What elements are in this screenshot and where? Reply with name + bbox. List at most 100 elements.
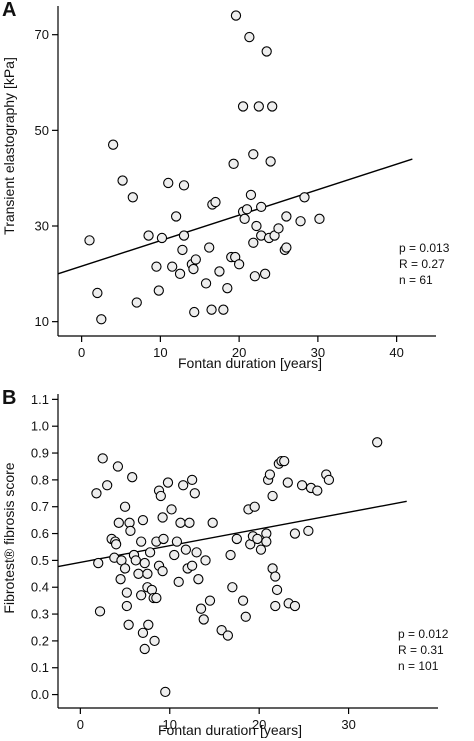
panel-b-stat-n: n = 101 [398, 659, 439, 673]
panel-a-chart: A Fontan duration [years] Transient elas… [1, 0, 450, 371]
panel-a-data-point [170, 211, 182, 222]
panel-b-data-point [112, 461, 124, 472]
panel-a-data-point [314, 213, 325, 224]
panel-a-data-point [249, 271, 261, 282]
panel-a-data-point [178, 180, 190, 191]
panel-b-data-point [139, 557, 150, 569]
panel-a-data-point [127, 192, 138, 203]
panel-a-stat-p: p = 0.013 [399, 241, 450, 255]
panel-b-y-tick-label: 0.0 [31, 687, 49, 702]
panel-a-data-point [177, 244, 188, 256]
panel-b-data-point [97, 453, 108, 464]
panel-a-data-point [167, 261, 178, 272]
panel-a-data-point [256, 201, 267, 213]
panel-b-data-point [303, 525, 314, 537]
panel-b-data-point [142, 568, 153, 579]
panel-a-x-tick-label: 10 [153, 345, 167, 360]
panel-b-data-point [264, 469, 276, 480]
panel-b-data-point [267, 490, 278, 502]
panel-a-y-tick-label: 30 [35, 219, 49, 234]
panel-b-data-point [113, 517, 124, 528]
panel-b-data-point [121, 587, 132, 598]
panel-b-data-point [279, 455, 290, 467]
panel-b-x-tick-label: 30 [341, 717, 355, 732]
panel-a-data-point [96, 314, 107, 325]
panel-b-data-point [186, 474, 198, 486]
panel-b-y-tick-label: 0.5 [31, 553, 49, 568]
panel-b-data-point [180, 544, 192, 555]
panel-b-data-point [195, 603, 207, 614]
panel-b-x-tick-label: 0 [77, 717, 84, 732]
panel-b-data-point [121, 600, 132, 612]
panel-b-x-tick-label: 10 [163, 717, 177, 732]
panel-b-data-point [193, 574, 204, 585]
panel-b-data-point [119, 501, 131, 512]
panel-a-regression-line [57, 158, 413, 275]
panel-b-x-axis-title: Fontan duration [years] [158, 722, 302, 738]
panel-a-data-point [233, 259, 245, 270]
panel-a-data-point [188, 263, 199, 275]
panel-b-data-point [249, 501, 260, 512]
panel-b-data-point [158, 533, 169, 545]
panel-b-chart: B Fontan duration [years] Fibrotest® fib… [1, 387, 449, 738]
panel-b-y-axis-title: Fibrotest® fibrosis score [1, 462, 17, 613]
panel-a-data-point [239, 213, 250, 224]
panel-b-data-point [231, 533, 242, 545]
panel-a-data-point [190, 254, 201, 265]
panel-a-x-tick-label: 40 [389, 345, 403, 360]
panel-a-data-point [241, 204, 253, 215]
panel-b-data-point [143, 619, 154, 630]
panel-b-data-point [157, 565, 168, 577]
panel-a-data-point [214, 266, 225, 277]
panel-a-stat-n: n = 61 [399, 273, 433, 287]
panel-a-data-point [178, 230, 190, 241]
panel-b-y-tick-label: 0.7 [31, 499, 49, 514]
panel-b-data-point [296, 480, 308, 491]
panel-b-data-point [162, 477, 174, 488]
panel-b-data-point [175, 517, 186, 528]
panel-b-data-point [151, 592, 162, 604]
panel-b-data-point [123, 619, 134, 630]
panel-b-data-point [271, 584, 283, 596]
panel-b-stat-r: R = 0.31 [398, 643, 444, 657]
panel-a-data-point [251, 220, 262, 232]
panel-b-y-tick-label: 1.0 [31, 419, 49, 434]
panel-a-data-point [92, 287, 103, 299]
panel-b-data-point [102, 480, 113, 491]
panel-b-data-point [139, 643, 150, 655]
panel-b-data-point [225, 549, 236, 561]
panel-a-data-point [189, 306, 200, 318]
panel-b-y-tick-label: 0.9 [31, 446, 49, 461]
panel-a-data-point [200, 278, 212, 289]
panel-b-data-point [255, 544, 267, 555]
panel-a-data-point [151, 261, 162, 272]
panel-b-data-point [169, 549, 180, 561]
panel-b-data-point [270, 600, 281, 612]
panel-a-data-point [259, 268, 271, 279]
panel-a-data-point [265, 156, 276, 167]
panel-a-x-tick-label: 0 [78, 345, 85, 360]
panel-b-x-tick-label: 20 [252, 717, 266, 732]
panel-b-data-point [125, 525, 136, 537]
panel-b-data-point [270, 571, 281, 582]
panel-b-data-point [189, 488, 200, 499]
panel-a-y-axis-title: Transient elastography [kPa] [1, 57, 17, 235]
panel-a-data-point [237, 101, 249, 112]
panel-b-data-point [240, 611, 251, 622]
panel-b-data-point [261, 536, 272, 547]
panel-b-y-tick-label: 0.8 [31, 472, 49, 487]
panel-a-data-point [131, 297, 142, 308]
panel-b-data-point [136, 590, 147, 601]
panel-b-data-point [289, 600, 301, 612]
panel-a-data-point [261, 46, 272, 57]
panel-b-data-point [133, 568, 144, 579]
panel-b-data-point [184, 517, 195, 528]
panel-b-data-point [93, 557, 104, 569]
panel-b-data-point [198, 614, 209, 625]
panel-a-x-axis-title: Fontan duration [years] [178, 355, 322, 371]
panel-a-data-point [156, 232, 168, 244]
panel-b-data-point [289, 528, 301, 539]
panel-b-data-point [312, 485, 323, 496]
panel-a-stat-r: R = 0.27 [399, 257, 445, 271]
